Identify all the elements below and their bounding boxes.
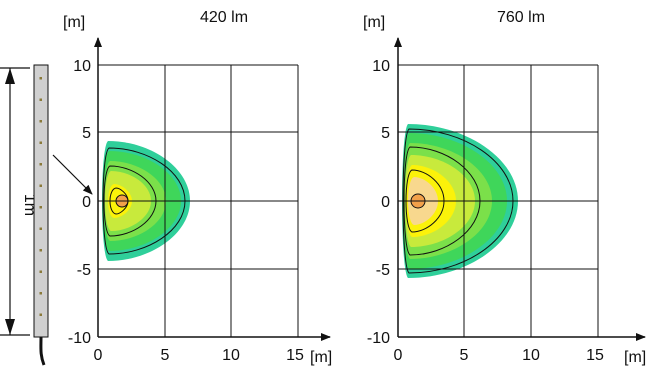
x-tick-label: 15 — [586, 347, 604, 364]
x-tick-label: 10 — [522, 347, 540, 364]
grid — [398, 64, 599, 337]
led-dot — [39, 184, 42, 187]
y-tick-label: -10 — [68, 330, 91, 347]
y-tick-label: 0 — [82, 194, 91, 211]
x-axis-unit: [m] — [310, 349, 332, 366]
led-dot — [39, 120, 42, 123]
y-tick-label: 5 — [381, 125, 390, 142]
y-tick-label: -5 — [77, 262, 91, 279]
plot-title: 760 lm — [497, 9, 545, 26]
x-axis-unit: [m] — [624, 349, 646, 366]
x-tick-label: 5 — [161, 347, 170, 364]
plot-420-lm: 420 lm [m] [m] — [63, 9, 332, 366]
led-dot — [39, 227, 42, 230]
dimension-arrow-bottom — [5, 319, 15, 335]
led-dot — [39, 98, 42, 101]
contour-inner — [405, 169, 445, 233]
led-dot — [39, 292, 42, 295]
led-dot — [39, 77, 42, 80]
x-tick-label: 0 — [94, 347, 103, 364]
led-dot — [39, 206, 42, 209]
y-tick-label: -5 — [376, 262, 390, 279]
x-tick-label: 10 — [222, 347, 240, 364]
led-dot — [39, 163, 42, 166]
plot-760-lm: 760 lm [m] [m] 0 5 — [363, 9, 646, 366]
grid — [98, 64, 299, 337]
y-tick-label: 0 — [381, 194, 390, 211]
x-tick-label: 5 — [460, 347, 469, 364]
led-dot — [39, 270, 42, 273]
pointer-arrow — [52, 154, 93, 195]
fixture-cable — [39, 336, 46, 366]
led-dot — [39, 249, 42, 252]
led-dot — [39, 141, 42, 144]
fixture-led-dots — [39, 77, 42, 316]
y-axis-unit: [m] — [363, 14, 385, 31]
y-tick-label: 10 — [73, 58, 91, 75]
fixture: 1m — [0, 64, 93, 366]
led-dot — [39, 313, 42, 316]
dimension-arrow-top — [5, 68, 15, 84]
x-tick-label: 0 — [394, 347, 403, 364]
x-tick-label: 15 — [286, 347, 304, 364]
y-tick-label: -10 — [367, 330, 390, 347]
plot-title: 420 lm — [200, 9, 248, 26]
y-axis-unit: [m] — [63, 14, 85, 31]
y-tick-label: 10 — [372, 58, 390, 75]
fixture-bar — [33, 64, 49, 338]
y-tick-label: 5 — [82, 125, 91, 142]
